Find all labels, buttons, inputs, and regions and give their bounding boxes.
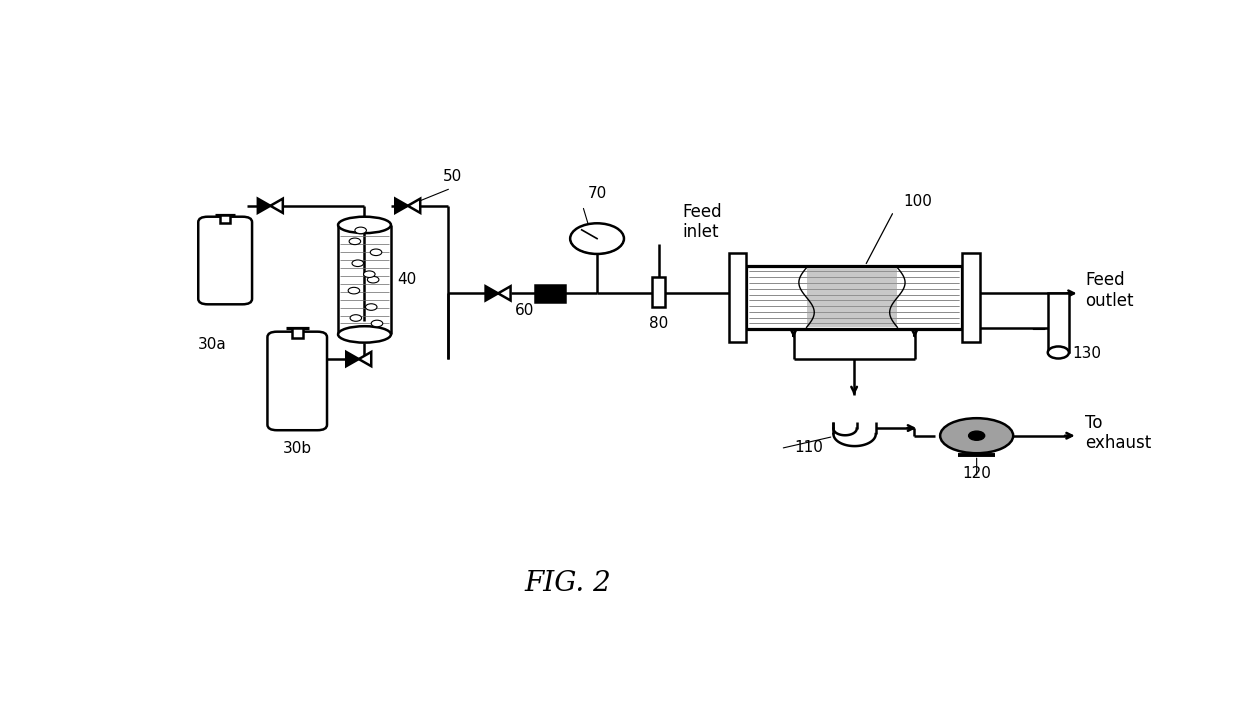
Text: FIG. 2: FIG. 2: [525, 570, 611, 597]
Polygon shape: [270, 198, 283, 213]
Circle shape: [350, 238, 361, 245]
FancyBboxPatch shape: [268, 331, 327, 430]
Circle shape: [367, 277, 379, 283]
Bar: [221, 215, 229, 223]
Circle shape: [352, 260, 363, 267]
Bar: [652, 277, 666, 307]
Circle shape: [350, 315, 362, 321]
Text: 50: 50: [443, 169, 463, 184]
Circle shape: [570, 223, 624, 254]
Circle shape: [371, 320, 383, 327]
Ellipse shape: [940, 418, 1013, 453]
Text: 60: 60: [516, 304, 534, 319]
Text: 130: 130: [1073, 346, 1102, 361]
Text: 80: 80: [649, 316, 668, 331]
Circle shape: [371, 249, 382, 255]
Text: 120: 120: [962, 466, 991, 481]
Text: 70: 70: [588, 186, 606, 201]
Text: Feed
outlet: Feed outlet: [1085, 271, 1133, 310]
Circle shape: [363, 271, 374, 277]
Circle shape: [366, 304, 377, 310]
Polygon shape: [396, 198, 408, 213]
Polygon shape: [486, 287, 498, 301]
Bar: [729, 253, 746, 341]
Circle shape: [348, 287, 360, 294]
Polygon shape: [346, 352, 358, 366]
Ellipse shape: [1048, 346, 1069, 358]
Bar: [1048, 294, 1069, 353]
Text: 30b: 30b: [283, 441, 311, 456]
Text: 40: 40: [397, 272, 417, 287]
Text: 30a: 30a: [198, 337, 227, 352]
Bar: [534, 285, 565, 301]
Bar: [806, 267, 898, 327]
Ellipse shape: [339, 326, 391, 343]
Bar: [291, 328, 303, 338]
Polygon shape: [408, 198, 420, 213]
Text: 100: 100: [904, 194, 932, 209]
Bar: [962, 253, 980, 341]
Text: Feed
inlet: Feed inlet: [682, 203, 722, 241]
Bar: [746, 266, 962, 329]
Polygon shape: [498, 287, 511, 301]
FancyBboxPatch shape: [198, 217, 252, 304]
Text: 110: 110: [794, 440, 823, 455]
Circle shape: [968, 431, 985, 440]
Circle shape: [355, 227, 367, 234]
Text: To
exhaust: To exhaust: [1085, 414, 1152, 452]
Polygon shape: [358, 352, 371, 366]
Ellipse shape: [339, 217, 391, 233]
Polygon shape: [258, 198, 270, 213]
